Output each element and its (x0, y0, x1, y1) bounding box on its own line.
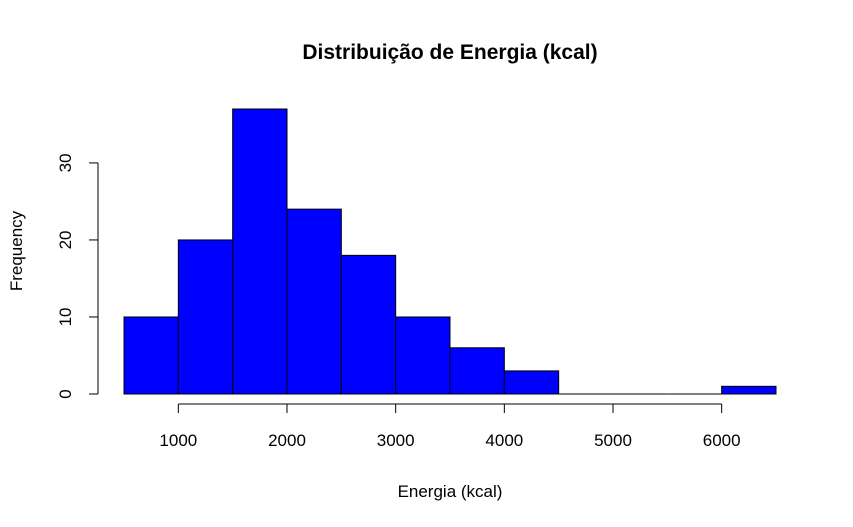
y-tick-label: 10 (56, 308, 75, 327)
histogram-bar (449, 347, 505, 395)
chart-title: Distribuição de Energia (kcal) (302, 41, 597, 64)
histogram-bar (286, 208, 342, 395)
y-tick-label: 20 (56, 230, 75, 249)
histogram-bar (721, 385, 777, 395)
histogram-bar (232, 108, 288, 395)
bars-group (123, 108, 777, 395)
x-axis-label: Energia (kcal) (398, 482, 503, 501)
x-tick-label: 6000 (703, 431, 741, 450)
x-axis: 1000 2000 3000 4000 5000 6000 (159, 403, 741, 450)
x-tick-label: 2000 (268, 431, 306, 450)
y-tick-label: 30 (56, 153, 75, 172)
x-tick-label: 1000 (159, 431, 197, 450)
histogram-bar (503, 370, 560, 395)
histogram-bar (340, 254, 397, 395)
histogram-bar (123, 316, 179, 395)
x-tick-label: 3000 (377, 431, 415, 450)
x-tick-label: 5000 (594, 431, 632, 450)
y-axis: 0 10 20 30 (56, 153, 99, 399)
histogram-bar (395, 316, 451, 395)
x-tick-label: 4000 (485, 431, 523, 450)
y-axis-label: Frequency (7, 210, 26, 291)
y-tick-label: 0 (56, 389, 75, 398)
histogram-bar (177, 239, 234, 395)
